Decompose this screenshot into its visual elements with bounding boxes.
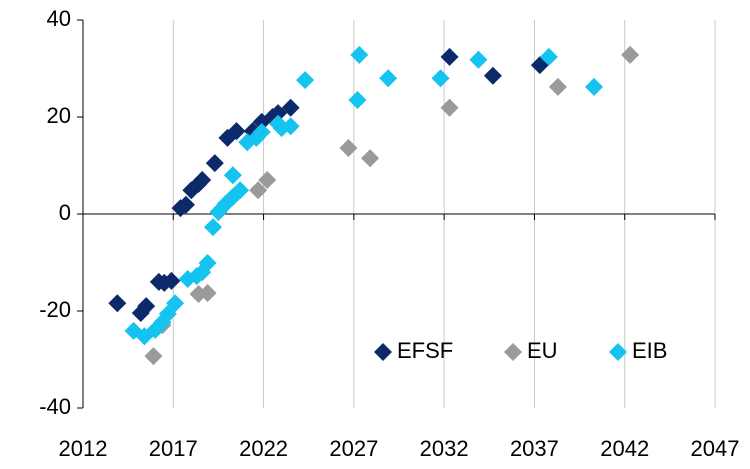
point (162, 271, 181, 290)
point (440, 47, 459, 66)
point (296, 71, 315, 90)
point (198, 284, 217, 303)
point (585, 77, 604, 96)
point (204, 218, 223, 237)
x-tick-label: 2037 (510, 436, 559, 461)
legend-label: EFSF (397, 338, 453, 363)
point (539, 47, 558, 66)
point (469, 50, 488, 69)
point (193, 171, 212, 190)
point (252, 123, 271, 142)
legend-label: EIB (632, 338, 667, 363)
x-tick-label: 2022 (239, 436, 288, 461)
point (227, 122, 246, 141)
y-tick-label: 0 (59, 200, 71, 225)
point (205, 154, 224, 173)
point (483, 66, 502, 85)
point (350, 45, 369, 64)
legend-marker (609, 343, 627, 361)
x-tick-label: 2047 (691, 436, 740, 461)
point (223, 166, 242, 185)
point (144, 347, 163, 366)
point (198, 253, 217, 272)
point (137, 297, 156, 316)
x-tick-label: 2027 (329, 436, 378, 461)
point (281, 117, 300, 136)
x-tick-label: 2032 (420, 436, 469, 461)
point (231, 181, 250, 200)
point (530, 56, 549, 75)
y-tick-label: -20 (39, 297, 71, 322)
point (166, 294, 185, 313)
point (281, 98, 300, 117)
point (339, 139, 358, 158)
y-tick-label: 20 (47, 103, 71, 128)
legend-marker (374, 343, 392, 361)
legend-marker (504, 343, 522, 361)
x-tick-label: 2017 (149, 436, 198, 461)
point (379, 69, 398, 88)
point (176, 195, 195, 214)
y-tick-label: 40 (47, 6, 71, 31)
point (361, 149, 380, 168)
point (621, 45, 640, 64)
point (258, 171, 277, 190)
point (249, 181, 268, 200)
x-tick-label: 2042 (600, 436, 649, 461)
point (440, 98, 459, 117)
x-tick-label: 2012 (59, 436, 108, 461)
legend-label: EU (527, 338, 558, 363)
point (108, 294, 127, 313)
point (348, 91, 367, 110)
point (431, 69, 450, 88)
point (548, 77, 567, 96)
y-tick-label: -40 (39, 394, 71, 419)
